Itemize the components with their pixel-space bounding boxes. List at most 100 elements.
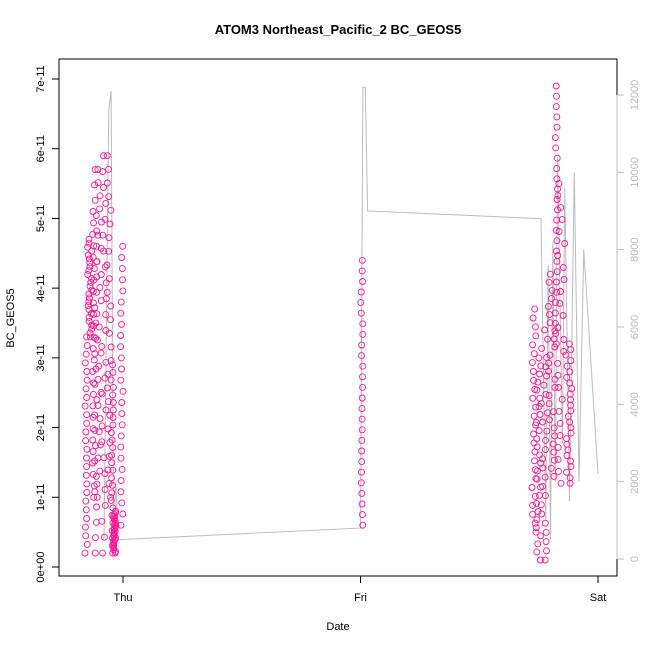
data-point — [92, 212, 100, 220]
data-point — [531, 305, 539, 313]
data-point — [550, 456, 558, 464]
data-point — [109, 406, 117, 414]
data-point — [82, 532, 90, 540]
data-point — [557, 479, 565, 487]
data-point — [117, 332, 125, 339]
data-point — [90, 379, 98, 387]
data-point — [549, 440, 557, 448]
data-point — [567, 407, 575, 415]
data-point — [534, 508, 542, 515]
data-point — [110, 529, 118, 537]
data-point — [543, 427, 551, 435]
data-point — [358, 500, 366, 508]
data-point — [539, 418, 547, 426]
data-point — [83, 376, 91, 384]
data-point — [111, 527, 119, 535]
data-point — [358, 341, 366, 349]
data-point — [537, 532, 545, 540]
data-point — [357, 479, 365, 487]
data-point — [118, 265, 126, 273]
data-point — [566, 474, 574, 482]
data-point — [358, 267, 366, 275]
data-point — [93, 336, 101, 344]
data-point — [528, 359, 536, 367]
data-point — [110, 511, 118, 519]
data-point — [108, 489, 116, 497]
data-point — [108, 459, 116, 467]
data-point — [358, 468, 365, 476]
data-point — [553, 268, 561, 276]
data-point — [551, 432, 559, 440]
data-point — [89, 345, 97, 353]
data-point — [82, 385, 90, 393]
data-point — [566, 379, 574, 387]
data-point — [103, 152, 111, 160]
data-point — [112, 507, 120, 515]
data-point — [109, 466, 117, 474]
data-point — [532, 499, 540, 507]
data-point — [359, 362, 367, 370]
data-point — [544, 335, 552, 343]
data-point — [529, 368, 537, 375]
data-point — [556, 300, 564, 307]
data-point — [107, 343, 115, 351]
data-point — [92, 472, 100, 480]
data-point — [555, 228, 563, 235]
data-point — [545, 400, 553, 408]
data-point — [83, 489, 91, 496]
data-point — [564, 412, 572, 420]
data-point — [105, 480, 113, 488]
data-point — [92, 442, 99, 450]
data-point — [551, 309, 559, 317]
data-point — [117, 443, 125, 451]
data-point — [94, 179, 102, 187]
data-point — [96, 441, 104, 449]
data-point — [117, 432, 125, 440]
data-point — [357, 288, 365, 296]
data-point — [555, 407, 563, 415]
y-right-tick-label: 2000 — [629, 469, 641, 493]
data-point — [553, 237, 561, 245]
data-point — [552, 330, 560, 338]
data-point — [107, 493, 115, 501]
data-point — [105, 193, 113, 201]
data-point — [533, 435, 541, 443]
data-point — [82, 428, 90, 436]
data-point — [531, 466, 539, 474]
data-point — [119, 276, 126, 284]
data-point — [554, 359, 562, 367]
data-point — [536, 451, 544, 459]
data-point — [107, 357, 115, 365]
data-point — [551, 383, 559, 391]
data-point — [563, 373, 571, 381]
data-point — [89, 402, 97, 410]
data-point — [91, 196, 99, 204]
data-point — [536, 370, 544, 378]
data-point — [93, 396, 101, 404]
y-tick-label: 1e-11 — [35, 484, 47, 511]
data-point — [108, 451, 116, 459]
data-point — [89, 448, 97, 456]
data-point — [101, 501, 109, 509]
data-point — [82, 523, 89, 531]
data-point — [535, 354, 543, 362]
data-point — [98, 438, 106, 446]
data-point — [89, 299, 97, 307]
data-point — [86, 333, 94, 341]
data-point — [537, 362, 545, 370]
data-point — [557, 288, 564, 295]
data-point — [91, 426, 99, 434]
data-point — [117, 298, 125, 306]
y-right-tick-label: 12000 — [629, 80, 641, 111]
data-point — [566, 368, 574, 376]
data-point — [83, 342, 91, 350]
data-point — [83, 480, 91, 488]
data-point — [534, 540, 542, 548]
data-point — [102, 295, 110, 303]
data-point — [118, 320, 126, 328]
data-point — [553, 216, 561, 224]
data-point — [118, 399, 126, 406]
data-point — [107, 376, 115, 384]
data-point — [98, 517, 106, 525]
